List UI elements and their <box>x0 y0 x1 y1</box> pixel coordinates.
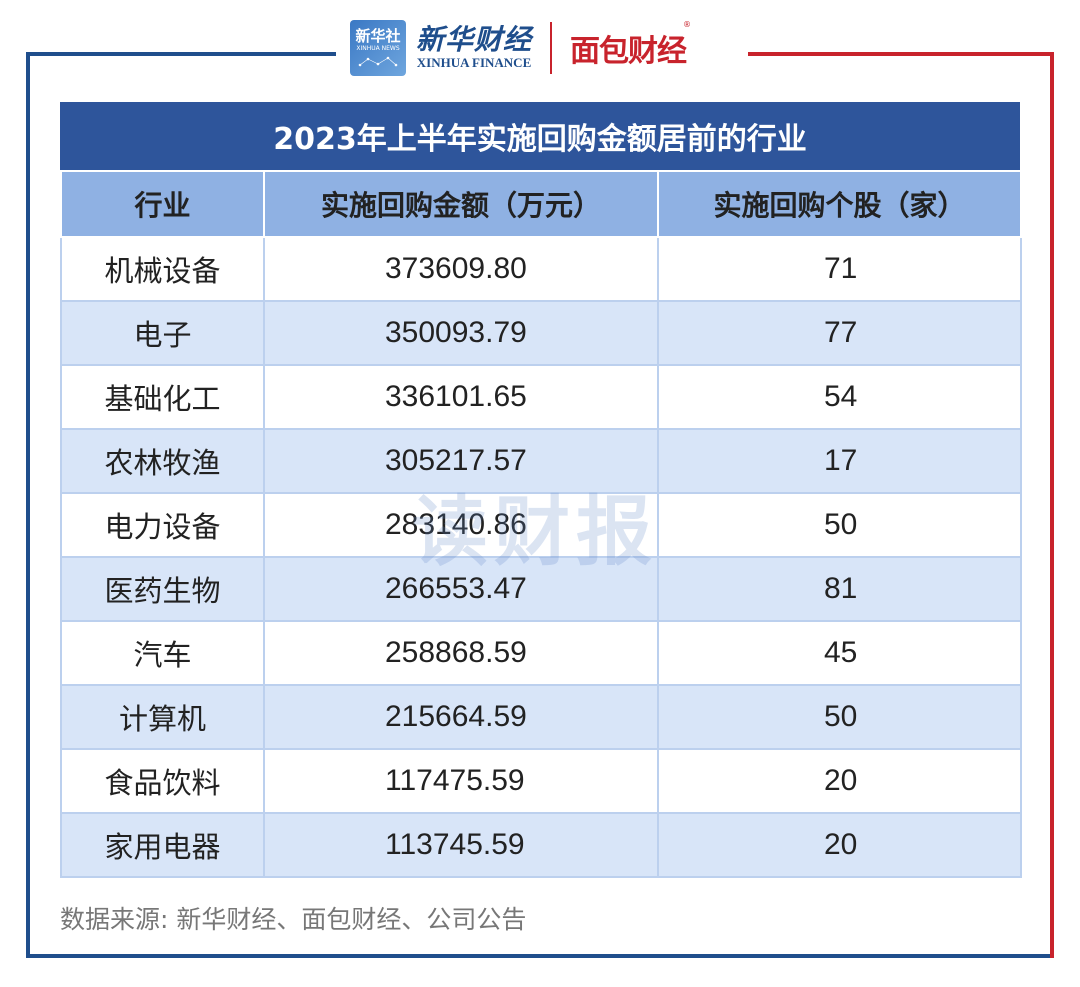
industry-cell: 电子 <box>60 300 265 366</box>
count-cell: 20 <box>657 812 1022 878</box>
amount-cell: 350093.79 <box>263 300 659 366</box>
column-header-count: 实施回购个股（家） <box>657 170 1022 238</box>
xinhua-finance-en: XINHUA FINANCE <box>416 55 532 70</box>
amount-cell: 266553.47 <box>263 556 659 622</box>
industry-cell: 机械设备 <box>60 236 265 302</box>
table-title: 2023年上半年实施回购金额居前的行业 <box>60 102 1020 170</box>
industry-cell: 农林牧渔 <box>60 428 265 494</box>
frame-bottom-blue <box>26 954 1054 958</box>
amount-cell: 117475.59 <box>263 748 659 814</box>
industry-cell: 电力设备 <box>60 492 265 558</box>
table-row: 计算机 215664.59 50 <box>60 684 1022 750</box>
table-row: 食品饮料 117475.59 20 <box>60 748 1022 814</box>
table-row: 农林牧渔 305217.57 17 <box>60 428 1022 494</box>
header-logos: 新华社 XINHUA NEWS 新华财经 XINHUA FINANCE 面包财经… <box>340 14 744 82</box>
industry-cell: 家用电器 <box>60 812 265 878</box>
count-cell: 77 <box>657 300 1022 366</box>
count-cell: 50 <box>657 684 1022 750</box>
table-row: 电力设备 283140.86 50 <box>60 492 1022 558</box>
industry-cell: 汽车 <box>60 620 265 686</box>
logo-divider <box>550 22 553 74</box>
count-cell: 20 <box>657 748 1022 814</box>
amount-cell: 373609.80 <box>263 236 659 302</box>
network-dots-icon <box>358 56 398 67</box>
xinhua-badge-cn: 新华社 <box>355 27 401 45</box>
xinhua-finance-logo: 新华财经 XINHUA FINANCE <box>416 25 532 71</box>
frame-top-blue <box>26 52 336 56</box>
amount-cell: 336101.65 <box>263 364 659 430</box>
count-cell: 17 <box>657 428 1022 494</box>
data-source-note: 数据来源: 新华财经、面包财经、公司公告 <box>60 905 527 934</box>
amount-cell: 215664.59 <box>263 684 659 750</box>
count-cell: 50 <box>657 492 1022 558</box>
frame-left-blue <box>26 52 30 958</box>
column-header-amount: 实施回购金额（万元） <box>263 170 659 238</box>
amount-cell: 113745.59 <box>263 812 659 878</box>
count-cell: 81 <box>657 556 1022 622</box>
xinhua-badge-en: XINHUA NEWS <box>356 45 400 52</box>
count-cell: 54 <box>657 364 1022 430</box>
industry-cell: 计算机 <box>60 684 265 750</box>
mianbao-text: 面包财经 <box>570 34 687 69</box>
table-row: 电子 350093.79 77 <box>60 300 1022 366</box>
count-cell: 71 <box>657 236 1022 302</box>
mianbao-finance-logo: 面包财经 ® <box>570 20 691 70</box>
xinhua-news-logo: 新华社 XINHUA NEWS <box>350 20 406 76</box>
industry-cell: 基础化工 <box>60 364 265 430</box>
table-row: 医药生物 266553.47 81 <box>60 556 1022 622</box>
table-row: 汽车 258868.59 45 <box>60 620 1022 686</box>
registered-mark: ® <box>683 20 691 29</box>
industry-cell: 医药生物 <box>60 556 265 622</box>
amount-cell: 283140.86 <box>263 492 659 558</box>
frame-top-red <box>748 52 1054 56</box>
table-row: 机械设备 373609.80 71 <box>60 236 1022 302</box>
column-header-industry: 行业 <box>60 170 265 238</box>
count-cell: 45 <box>657 620 1022 686</box>
industry-cell: 食品饮料 <box>60 748 265 814</box>
frame-right-red <box>1050 52 1054 958</box>
buyback-table-container: 2023年上半年实施回购金额居前的行业 行业 实施回购金额（万元） 实施回购个股… <box>60 102 1022 878</box>
table-row: 基础化工 336101.65 54 <box>60 364 1022 430</box>
amount-cell: 258868.59 <box>263 620 659 686</box>
table-header-row: 行业 实施回购金额（万元） 实施回购个股（家） <box>60 170 1022 238</box>
buyback-table: 行业 实施回购金额（万元） 实施回购个股（家） 机械设备 373609.80 7… <box>60 170 1022 878</box>
xinhua-finance-cn: 新华财经 <box>416 23 533 56</box>
amount-cell: 305217.57 <box>263 428 659 494</box>
table-row: 家用电器 113745.59 20 <box>60 812 1022 878</box>
